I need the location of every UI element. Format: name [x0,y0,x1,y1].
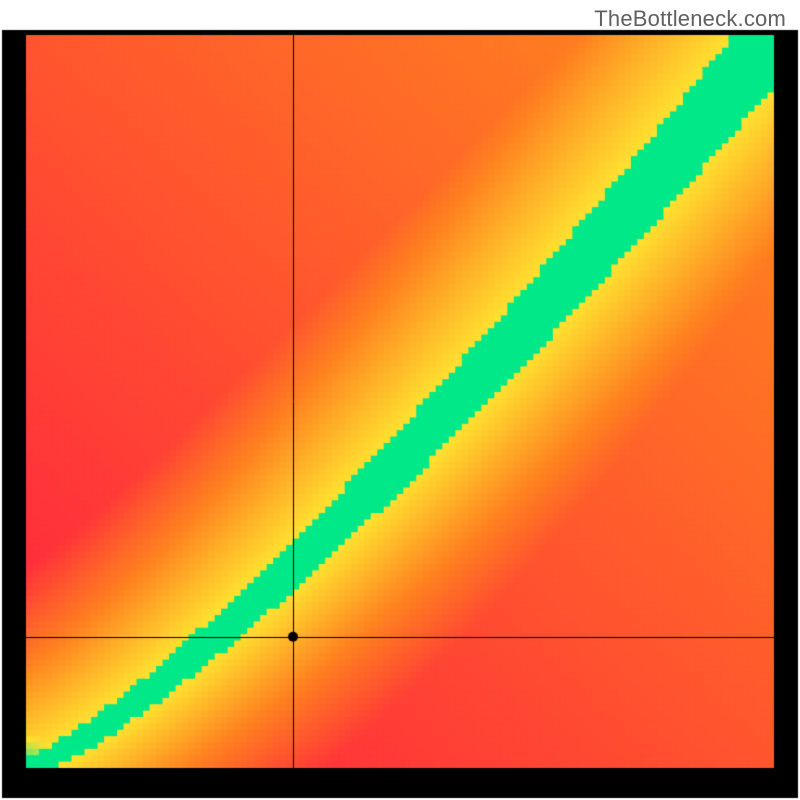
watermark-text: TheBottleneck.com [594,6,786,32]
heatmap-chart [0,0,800,800]
